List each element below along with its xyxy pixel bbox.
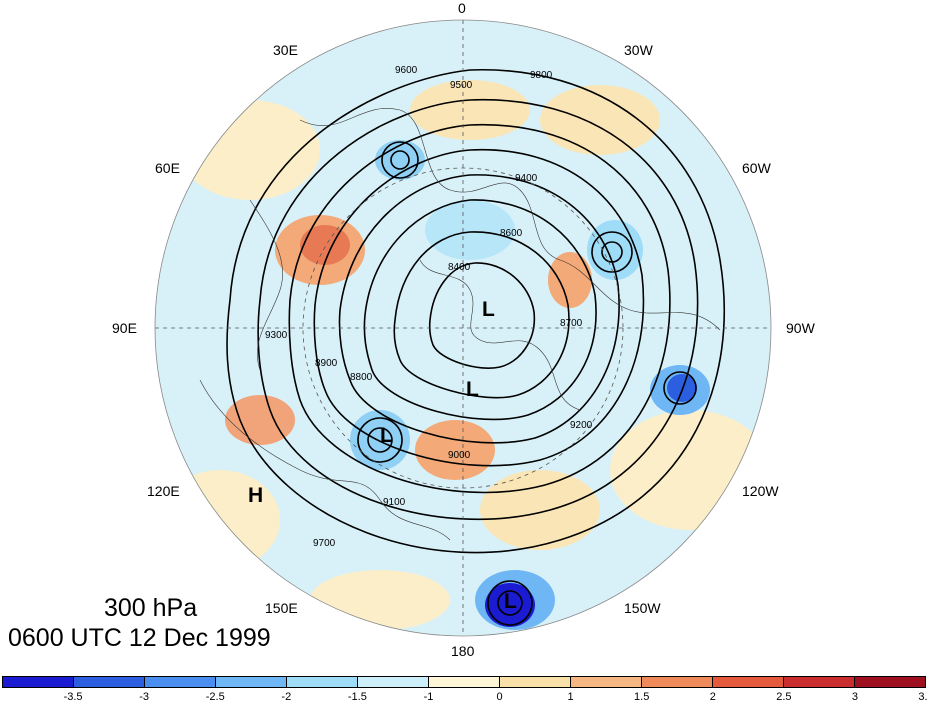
lon-label-150e: 150E — [265, 600, 298, 616]
colorbar-tick-label: 3 — [851, 691, 858, 703]
map-border — [154, 19, 772, 637]
colorbar-cell — [3, 677, 74, 687]
colorbar-cell — [784, 677, 855, 687]
lon-label-30e: 30E — [273, 42, 298, 58]
contour-label: 9300 — [265, 330, 288, 341]
colorbar-tick-label: 2 — [709, 691, 716, 703]
colorbar-cell — [855, 677, 925, 687]
colorbar-tick-label: -2 — [281, 691, 292, 703]
contour-label: 8400 — [448, 262, 471, 273]
colorbar-cell — [358, 677, 429, 687]
colorbar — [2, 676, 926, 688]
time-label: 0600 UTC 12 Dec 1999 — [8, 624, 271, 652]
colorbar-tick-label: -3 — [139, 691, 150, 703]
height-contours — [226, 69, 726, 626]
lon-label-30w: 30W — [624, 42, 653, 58]
low-pressure-marker: L — [504, 590, 517, 613]
low-pressure-marker: L — [482, 298, 495, 321]
colorbar-cell — [216, 677, 287, 687]
lon-label-90w: 90W — [786, 320, 815, 336]
contour-label: 9100 — [383, 497, 406, 508]
lon-label-90e: 90E — [112, 320, 137, 336]
contour-label: 9800 — [530, 70, 553, 81]
contour-label: 9600 — [395, 65, 418, 76]
contour-label: 9000 — [448, 450, 471, 461]
colorbar-cell — [74, 677, 145, 687]
contour-label: 8700 — [560, 318, 583, 329]
low-pressure-marker: L — [380, 424, 393, 447]
colorbar-tick-label: 3.5 — [918, 691, 928, 703]
contour-label: 9200 — [570, 420, 593, 431]
colorbar-tick-label: 1.5 — [634, 691, 650, 703]
colorbar-tick-label: -3.5 — [63, 691, 83, 703]
lon-label-180: 180 — [451, 643, 475, 659]
contour-label: 9400 — [515, 173, 538, 184]
lon-label-120e: 120E — [147, 483, 180, 499]
colorbar-cell — [713, 677, 784, 687]
colorbar-cell — [145, 677, 216, 687]
lon-label-150w: 150W — [624, 600, 661, 616]
colorbar-cell — [571, 677, 642, 687]
contour-label: 8800 — [350, 372, 373, 383]
level-label: 300 hPa — [104, 594, 198, 622]
lon-label-0: 0 — [458, 0, 466, 16]
shading-field — [155, 20, 771, 636]
contour-label: 9700 — [313, 538, 336, 549]
graticule — [155, 20, 771, 636]
colorbar-tick-label: -2.5 — [205, 691, 225, 703]
low-pressure-marker: L — [466, 378, 479, 401]
lon-label-120w: 120W — [742, 483, 779, 499]
contour-label: 8600 — [500, 228, 523, 239]
contour-label: 8900 — [315, 358, 338, 369]
colorbar-tick-label: 0 — [496, 691, 503, 703]
colorbar-cell — [287, 677, 358, 687]
colorbar-cell — [500, 677, 571, 687]
colorbar-tick-label: 2.5 — [776, 691, 792, 703]
colorbar-tick-label: -1.5 — [347, 691, 367, 703]
contour-label: 9500 — [450, 80, 473, 91]
colorbar-cell — [642, 677, 713, 687]
coastlines — [199, 108, 721, 541]
lon-label-60w: 60W — [742, 160, 771, 176]
colorbar-cell — [429, 677, 500, 687]
colorbar-tick-label: 1 — [567, 691, 574, 703]
lon-label-60e: 60E — [155, 160, 180, 176]
high-pressure-marker: H — [248, 484, 264, 507]
colorbar-tick-label: -1 — [423, 691, 434, 703]
